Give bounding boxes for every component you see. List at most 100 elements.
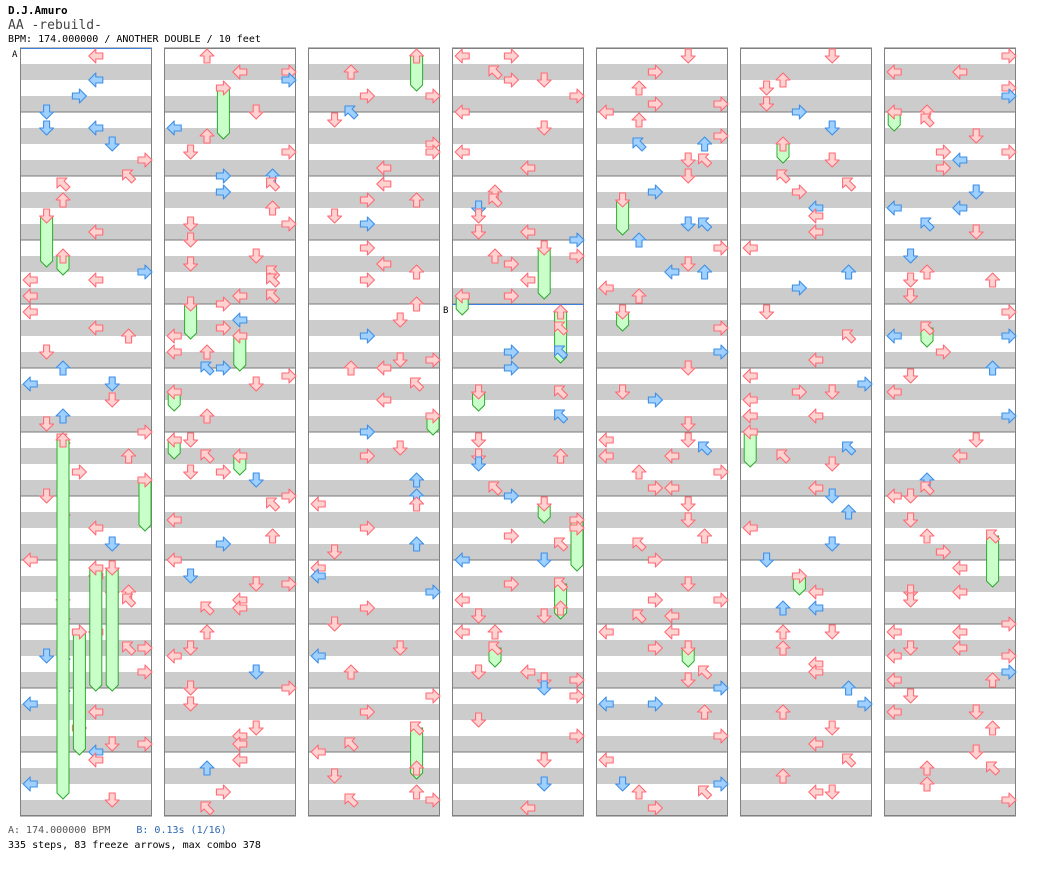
beat-stripe xyxy=(452,512,584,528)
beat-stripe xyxy=(20,256,152,272)
beat-stripe xyxy=(740,272,872,288)
beat-stripe xyxy=(308,688,440,704)
beat-stripe xyxy=(308,432,440,448)
step-arrow-red xyxy=(1001,792,1017,808)
step-arrow-blue xyxy=(968,184,984,200)
step-arrow-red xyxy=(471,664,487,680)
step-arrow-red xyxy=(680,672,696,688)
step-arrow-red xyxy=(903,288,919,304)
beat-stripe xyxy=(596,784,728,800)
beat-stripe xyxy=(596,256,728,272)
freeze-arrow xyxy=(40,215,54,268)
step-arrow-blue xyxy=(554,409,569,424)
footer-speed-line: A: 174.000000 BPM B: 0.13s (1/16) xyxy=(8,825,227,836)
step-arrow-red xyxy=(327,112,343,128)
step-arrow-red xyxy=(310,496,326,512)
step-arrow-red xyxy=(137,424,153,440)
beat-stripe xyxy=(452,128,584,144)
beat-stripe xyxy=(308,304,440,320)
beat-stripe xyxy=(308,608,440,624)
beat-stripe xyxy=(884,80,1016,96)
step-arrow-red xyxy=(487,248,503,264)
beat-stripe xyxy=(740,256,872,272)
beat-stripe xyxy=(308,400,440,416)
step-arrow-blue xyxy=(886,200,902,216)
step-arrow-red xyxy=(536,120,552,136)
beat-stripe xyxy=(20,640,152,656)
footer-stats: 335 steps, 83 freeze arrows, max combo 3… xyxy=(8,840,261,851)
beat-stripe xyxy=(596,560,728,576)
beat-stripe xyxy=(884,432,1016,448)
step-arrow-red xyxy=(536,608,552,624)
step-arrow-red xyxy=(713,240,729,256)
step-arrow-blue xyxy=(281,72,297,88)
step-arrow-red xyxy=(985,672,1001,688)
step-arrow-red xyxy=(952,448,968,464)
step-arrow-blue xyxy=(920,217,935,232)
step-arrow-red xyxy=(122,641,137,656)
step-arrow-red xyxy=(215,464,231,480)
beat-stripe xyxy=(884,48,1016,64)
beat-stripe xyxy=(740,464,872,480)
step-arrow-red xyxy=(39,488,55,504)
step-arrow-red xyxy=(742,392,758,408)
step-arrow-red xyxy=(919,776,935,792)
step-arrow-red xyxy=(647,552,663,568)
step-arrow-red xyxy=(488,65,503,80)
step-arrow-red xyxy=(886,648,902,664)
step-arrow-red xyxy=(808,584,824,600)
beat-stripe xyxy=(740,240,872,256)
step-arrow-red xyxy=(968,128,984,144)
step-arrow-red xyxy=(631,784,647,800)
beat-stripe xyxy=(308,496,440,512)
beat-stripe xyxy=(164,752,296,768)
step-arrow-red xyxy=(903,640,919,656)
beat-stripe xyxy=(164,96,296,112)
step-arrow-red xyxy=(808,352,824,368)
step-arrow-blue xyxy=(697,264,713,280)
beat-stripe xyxy=(884,784,1016,800)
step-arrow-red xyxy=(122,169,137,184)
beat-stripe xyxy=(308,768,440,784)
step-arrow-red xyxy=(215,80,231,96)
step-arrow-blue xyxy=(215,360,231,376)
step-arrow-red xyxy=(88,520,104,536)
step-arrow-red xyxy=(232,600,248,616)
beat-stripe xyxy=(884,800,1016,816)
beat-stripe xyxy=(452,640,584,656)
beat-stripe xyxy=(452,160,584,176)
beat-stripe xyxy=(452,416,584,432)
beat-stripe xyxy=(20,336,152,352)
beat-stripe xyxy=(164,608,296,624)
step-arrow-red xyxy=(327,768,343,784)
beat-stripe xyxy=(20,128,152,144)
beat-stripe xyxy=(740,720,872,736)
step-arrow-red xyxy=(520,224,536,240)
beat-stripe xyxy=(164,720,296,736)
step-arrow-red xyxy=(680,256,696,272)
beat-stripe xyxy=(164,592,296,608)
step-arrow-red xyxy=(615,192,631,208)
step-arrow-red xyxy=(183,464,199,480)
beat-stripe xyxy=(740,592,872,608)
step-arrow-blue xyxy=(698,441,713,456)
beat-stripe xyxy=(452,496,584,512)
step-arrow-blue xyxy=(71,88,87,104)
step-arrow-red xyxy=(88,48,104,64)
beat-stripe xyxy=(308,368,440,384)
step-arrow-red xyxy=(392,640,408,656)
step-arrow-blue xyxy=(842,441,857,456)
step-arrow-blue xyxy=(697,136,713,152)
beat-stripe xyxy=(452,368,584,384)
step-arrow-red xyxy=(454,288,470,304)
beat-stripe xyxy=(20,672,152,688)
beat-stripe xyxy=(20,800,152,816)
beat-stripe xyxy=(308,720,440,736)
beat-stripe xyxy=(452,224,584,240)
step-arrow-blue xyxy=(808,600,824,616)
beat-stripe xyxy=(452,784,584,800)
step-arrow-red xyxy=(71,464,87,480)
step-arrow-red xyxy=(88,320,104,336)
beat-stripe xyxy=(884,240,1016,256)
beat-stripe xyxy=(308,576,440,592)
